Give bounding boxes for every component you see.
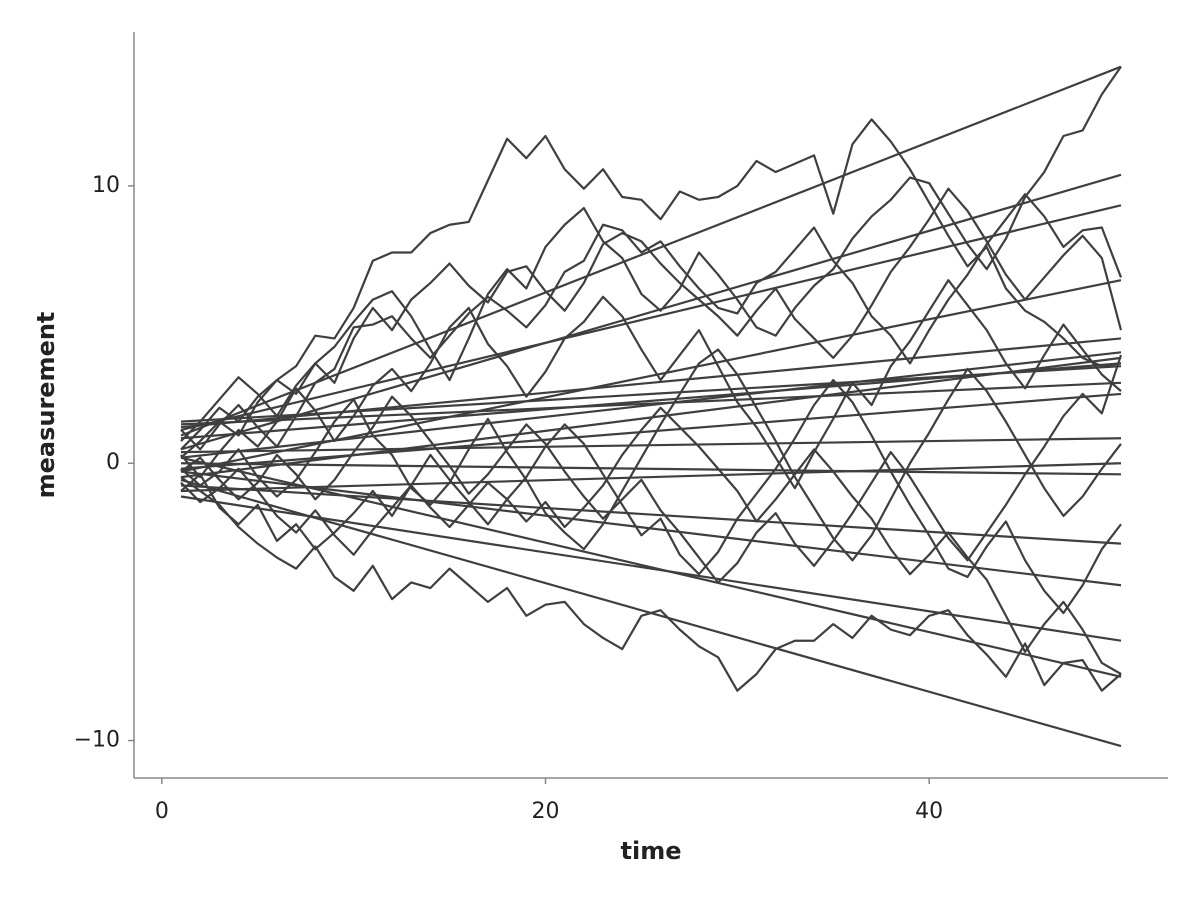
series-line <box>180 470 1122 587</box>
series-line <box>180 118 1122 451</box>
x-axis-title: time <box>621 837 682 865</box>
series-line <box>180 354 1123 584</box>
series-line <box>180 351 1122 459</box>
series-line <box>180 462 1122 493</box>
series-line <box>180 495 1122 642</box>
y-tick-label: 0 <box>106 450 120 475</box>
series-line <box>180 193 1123 451</box>
series-line <box>180 437 1122 454</box>
series-line <box>180 462 1122 476</box>
x-tick-label: 0 <box>155 799 169 824</box>
series-line <box>180 65 1122 437</box>
series-line <box>180 381 1122 426</box>
series-line <box>180 173 1122 451</box>
series-line <box>180 365 1122 423</box>
y-tick-label: −10 <box>74 728 120 753</box>
x-tick-label: 20 <box>531 799 559 824</box>
y-tick-label: 10 <box>92 173 120 198</box>
x-tick-label: 40 <box>915 799 943 824</box>
series-line <box>180 406 1122 675</box>
series-line <box>180 204 1122 432</box>
series-line <box>180 187 1123 442</box>
series-line <box>180 378 1122 615</box>
series-line <box>180 476 1122 692</box>
series-line <box>180 66 1122 459</box>
series-line <box>180 279 1122 490</box>
series-line <box>180 392 1122 470</box>
series-line <box>180 456 1122 678</box>
series-line <box>180 478 1122 748</box>
y-axis-title: measurement <box>32 312 60 499</box>
